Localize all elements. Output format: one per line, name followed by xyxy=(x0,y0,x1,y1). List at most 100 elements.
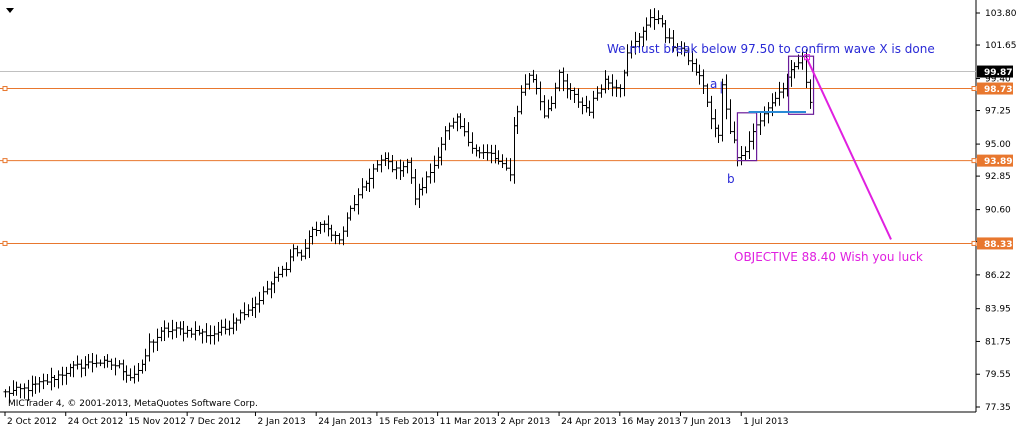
ohlc-bar xyxy=(352,195,357,212)
levels-layer xyxy=(0,71,977,246)
ohlc-bar xyxy=(527,72,532,90)
ohlc-bar xyxy=(18,383,23,399)
ohlc-bar xyxy=(367,168,372,193)
y-tick-label: 92.85 xyxy=(985,172,1011,182)
ohlc-bar xyxy=(443,126,448,151)
ohlc-bar xyxy=(580,97,585,115)
ohlc-bar xyxy=(295,245,300,257)
ohlc-bar xyxy=(7,386,12,404)
ohlc-bar xyxy=(409,157,414,184)
ohlc-bar xyxy=(98,359,103,367)
ohlc-bar xyxy=(337,233,342,245)
ohlc-bar xyxy=(52,375,57,388)
level-anchor[interactable] xyxy=(2,240,8,246)
level-anchor[interactable] xyxy=(2,86,8,92)
ohlc-bar xyxy=(572,87,577,104)
ohlc-bar xyxy=(94,354,99,368)
ohlc-bar xyxy=(477,146,482,159)
level-anchor[interactable] xyxy=(2,158,8,164)
bars-layer xyxy=(3,8,813,404)
ohlc-bar xyxy=(261,286,266,305)
level-label: 99.87 xyxy=(984,68,1012,78)
ohlc-bar xyxy=(75,355,80,370)
ohlc-bar xyxy=(318,222,323,234)
ohlc-bar xyxy=(132,365,137,384)
ohlc-bar xyxy=(303,239,308,260)
ohlc-bar xyxy=(595,86,600,101)
level-anchor[interactable] xyxy=(971,86,977,92)
ohlc-bar xyxy=(223,318,228,335)
y-tick-label: 83.95 xyxy=(985,305,1011,315)
ohlc-bar xyxy=(227,320,232,336)
ohlc-bar xyxy=(747,131,752,160)
ohlc-bar xyxy=(549,96,554,112)
y-tick-label: 90.60 xyxy=(985,206,1011,216)
ohlc-bar xyxy=(716,124,721,144)
ohlc-bar xyxy=(542,95,547,119)
ohlc-bar xyxy=(606,75,611,90)
ohlc-bar xyxy=(265,280,270,295)
ohlc-bar xyxy=(557,69,562,92)
projection-line[interactable] xyxy=(805,57,892,240)
ohlc-bar xyxy=(705,83,710,107)
ohlc-bar xyxy=(777,81,782,106)
ohlc-bar xyxy=(333,231,338,245)
ohlc-bar xyxy=(113,357,118,376)
ohlc-bar xyxy=(481,144,486,159)
wave-box-upper[interactable] xyxy=(787,55,815,115)
ohlc-bar xyxy=(652,8,657,30)
ohlc-bar xyxy=(394,161,399,180)
level-anchor[interactable] xyxy=(971,158,977,164)
x-tick-label: 15 Feb 2013 xyxy=(379,417,435,427)
ohlc-bar xyxy=(568,83,573,100)
ohlc-bar xyxy=(185,325,190,338)
ohlc-bar xyxy=(147,333,152,362)
ohlc-bar xyxy=(291,244,296,262)
ohlc-bar xyxy=(762,106,767,127)
ohlc-bar xyxy=(181,320,186,342)
ohlc-bar xyxy=(758,112,763,135)
ohlc-bar xyxy=(667,28,672,44)
y-tick-label: 77.35 xyxy=(985,403,1011,413)
ohlc-bar xyxy=(375,160,380,172)
ohlc-bar xyxy=(79,359,84,378)
ohlc-bar xyxy=(709,95,714,130)
x-tick-label: 7 Jun 2013 xyxy=(683,417,731,427)
ohlc-bar xyxy=(671,30,676,52)
ohlc-bar xyxy=(424,171,429,194)
ohlc-bar xyxy=(728,99,733,134)
ohlc-bar xyxy=(257,291,262,313)
ohlc-bar xyxy=(420,177,425,196)
ohlc-bar xyxy=(439,137,444,166)
ohlc-bar xyxy=(204,323,209,343)
ohlc-bar xyxy=(109,358,114,370)
ohlc-bar xyxy=(314,221,319,237)
ohlc-bar xyxy=(105,354,110,368)
ohlc-bar xyxy=(519,85,524,115)
ohlc-bar xyxy=(466,122,471,147)
ohlc-bar xyxy=(576,88,581,108)
ohlc-bar xyxy=(136,363,141,382)
wave-box-lower[interactable] xyxy=(736,112,758,162)
y-tick-label: 101.65 xyxy=(985,41,1017,51)
ohlc-bar xyxy=(401,161,406,177)
ohlc-bar xyxy=(174,321,179,338)
watermark: MICTrader 4, © 2001-2013, MetaQuotes Sof… xyxy=(8,399,258,409)
ohlc-bar xyxy=(675,43,680,57)
chart-menu-arrow-icon[interactable] xyxy=(6,8,14,13)
ohlc-bar xyxy=(322,220,327,233)
level-anchor[interactable] xyxy=(971,240,977,246)
projection-anchor[interactable] xyxy=(804,54,811,61)
ohlc-bar xyxy=(310,226,315,245)
annotation-break-below: We must break below 97.50 to confirm wav… xyxy=(607,42,935,56)
ohlc-bar xyxy=(697,64,702,85)
ohlc-bar xyxy=(386,152,391,170)
ohlc-bar xyxy=(633,31,638,55)
ohlc-bar xyxy=(234,317,239,331)
ohlc-bar xyxy=(610,74,615,97)
ohlc-bar xyxy=(458,113,463,129)
level-labels: 99.87 98.73 93.89 88.33 xyxy=(977,65,1013,250)
x-tick-label: 24 Apr 2013 xyxy=(561,417,617,427)
